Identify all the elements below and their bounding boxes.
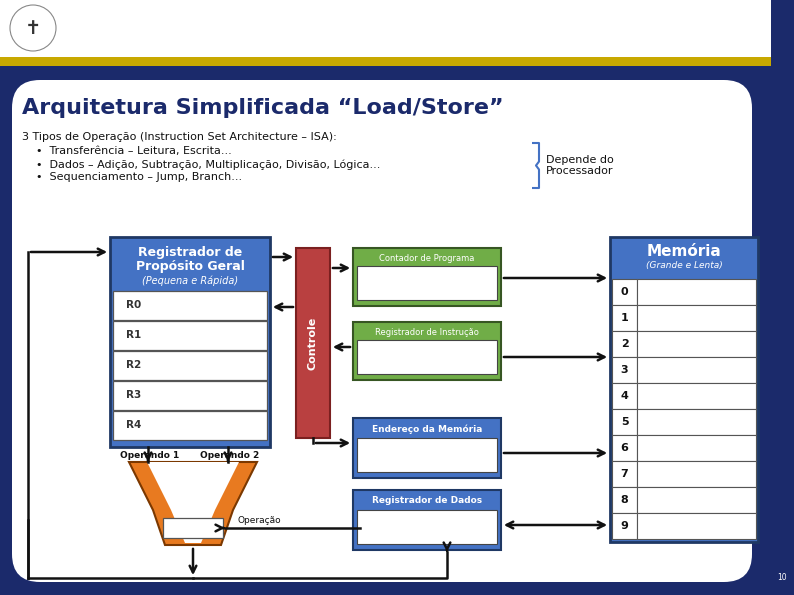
Text: Propósito Geral: Propósito Geral: [136, 260, 245, 273]
Text: R4: R4: [126, 421, 141, 431]
Text: Registrador de Instrução: Registrador de Instrução: [375, 328, 479, 337]
Text: 5: 5: [621, 417, 628, 427]
Text: Operação: Operação: [238, 516, 282, 525]
Text: R1: R1: [126, 330, 141, 340]
Text: Operando 2: Operando 2: [200, 451, 260, 460]
Text: 2: 2: [621, 339, 628, 349]
Text: R2: R2: [126, 361, 141, 371]
Bar: [637, 513, 756, 539]
Bar: [0, 57, 794, 66]
Bar: [637, 461, 756, 487]
Bar: [612, 279, 637, 305]
Text: (Pequena e Rápida): (Pequena e Rápida): [142, 275, 238, 286]
Text: 3 Tipos de Operação (Instruction Set Architecture – ISA):: 3 Tipos de Operação (Instruction Set Arc…: [22, 132, 337, 142]
Text: Depende do
Processador: Depende do Processador: [546, 155, 614, 176]
Text: Endereço da Memória: Endereço da Memória: [372, 424, 482, 434]
Bar: [637, 487, 756, 513]
Bar: [357, 340, 497, 374]
Bar: [612, 487, 637, 513]
Bar: [163, 518, 223, 538]
Bar: [353, 322, 501, 380]
Bar: [610, 237, 758, 542]
Text: (Grande e Lenta): (Grande e Lenta): [646, 261, 723, 270]
Text: Registrador de: Registrador de: [138, 246, 242, 259]
Bar: [637, 383, 756, 409]
Bar: [612, 383, 637, 409]
Bar: [612, 435, 637, 461]
Text: Contador de Programa: Contador de Programa: [380, 254, 475, 263]
Text: 0: 0: [621, 287, 628, 297]
FancyBboxPatch shape: [12, 80, 752, 582]
Bar: [771, 0, 794, 595]
Text: 1: 1: [621, 313, 628, 323]
Bar: [113, 321, 267, 350]
Text: Memória: Memória: [646, 244, 722, 259]
Bar: [296, 248, 330, 438]
Text: •  Transferência – Leitura, Escrita...: • Transferência – Leitura, Escrita...: [36, 146, 232, 156]
Circle shape: [9, 4, 57, 52]
Bar: [637, 435, 756, 461]
Text: ALU: ALU: [176, 474, 210, 490]
Bar: [113, 381, 267, 410]
Bar: [637, 409, 756, 435]
Text: Arquitetura Simplificada “Load/Store”: Arquitetura Simplificada “Load/Store”: [22, 98, 503, 118]
Bar: [637, 279, 756, 305]
Text: R3: R3: [126, 390, 141, 400]
Text: Operando 1: Operando 1: [121, 451, 179, 460]
Bar: [353, 248, 501, 306]
Bar: [612, 331, 637, 357]
Text: 6: 6: [621, 443, 628, 453]
Text: •  Dados – Adição, Subtração, Multiplicação, Divisão, Lógica...: • Dados – Adição, Subtração, Multiplicaç…: [36, 159, 380, 170]
Bar: [612, 409, 637, 435]
Bar: [637, 305, 756, 331]
Text: Controle: Controle: [308, 317, 318, 369]
Text: 8: 8: [621, 495, 628, 505]
Bar: [357, 266, 497, 300]
Bar: [0, 0, 794, 57]
Bar: [113, 411, 267, 440]
Bar: [0, 66, 794, 595]
Bar: [612, 513, 637, 539]
Text: 7: 7: [621, 469, 628, 479]
Bar: [110, 237, 270, 447]
Bar: [612, 461, 637, 487]
Bar: [612, 357, 637, 383]
Text: R0: R0: [126, 300, 141, 311]
Bar: [357, 510, 497, 544]
Bar: [637, 331, 756, 357]
Polygon shape: [129, 462, 257, 545]
Text: 9: 9: [621, 521, 628, 531]
Bar: [113, 351, 267, 380]
Polygon shape: [147, 462, 239, 543]
Bar: [637, 357, 756, 383]
Bar: [357, 438, 497, 472]
Text: ✝: ✝: [25, 18, 41, 37]
Text: 3: 3: [621, 365, 628, 375]
Bar: [612, 305, 637, 331]
Text: 4: 4: [621, 391, 628, 401]
Text: •  Sequenciamento – Jump, Branch...: • Sequenciamento – Jump, Branch...: [36, 172, 242, 182]
Bar: [353, 490, 501, 550]
Bar: [113, 291, 267, 320]
Text: Registrador de Dados: Registrador de Dados: [372, 496, 482, 505]
Bar: [353, 418, 501, 478]
Text: 10: 10: [777, 573, 787, 582]
